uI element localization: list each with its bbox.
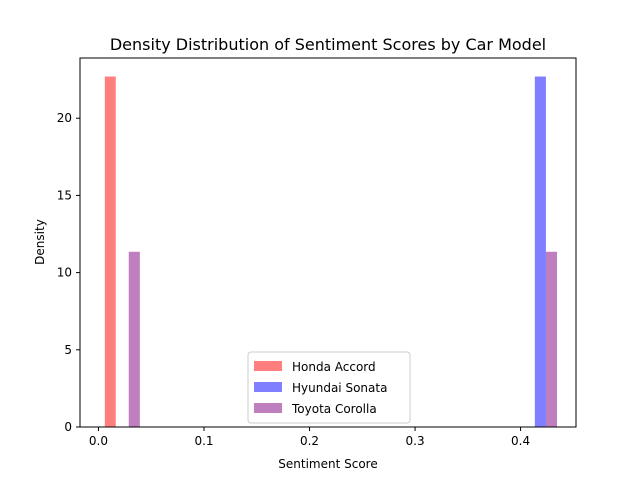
x-tick-label: 0.4 (511, 434, 530, 448)
legend: Honda Accord Hyundai Sonata Toyota Corolla (247, 351, 411, 424)
bar-1-0 (534, 76, 546, 428)
x-tick-label: 0.2 (300, 434, 319, 448)
y-axis-ticks: 0 5 10 15 20 (57, 111, 80, 434)
bars-layer (104, 76, 558, 428)
legend-label: Honda Accord (292, 360, 376, 374)
y-tick-label: 5 (64, 343, 72, 357)
x-tick-label: 0.1 (194, 434, 213, 448)
legend-box (247, 351, 411, 424)
bar-0-0 (104, 76, 116, 428)
plot-frame (79, 57, 577, 428)
legend-swatch (254, 403, 282, 413)
y-tick-label: 0 (64, 420, 72, 434)
chart-title: Density Distribution of Sentiment Scores… (110, 35, 546, 54)
y-tick-label: 10 (57, 266, 72, 280)
bar-2-0 (128, 251, 140, 427)
legend-swatch (254, 361, 282, 371)
x-tick-label: 0.0 (89, 434, 108, 448)
y-tick-label: 20 (57, 111, 72, 125)
legend-label: Toyota Corolla (291, 402, 377, 416)
legend-swatch (254, 382, 282, 392)
x-axis-ticks: 0.0 0.1 0.2 0.3 0.4 (89, 427, 530, 448)
y-axis-label: Density (33, 219, 47, 265)
y-tick-label: 15 (57, 188, 72, 202)
bar-2-1 (545, 251, 558, 427)
x-tick-label: 0.3 (406, 434, 425, 448)
x-axis-label: Sentiment Score (278, 457, 377, 471)
legend-label: Hyundai Sonata (292, 381, 387, 395)
